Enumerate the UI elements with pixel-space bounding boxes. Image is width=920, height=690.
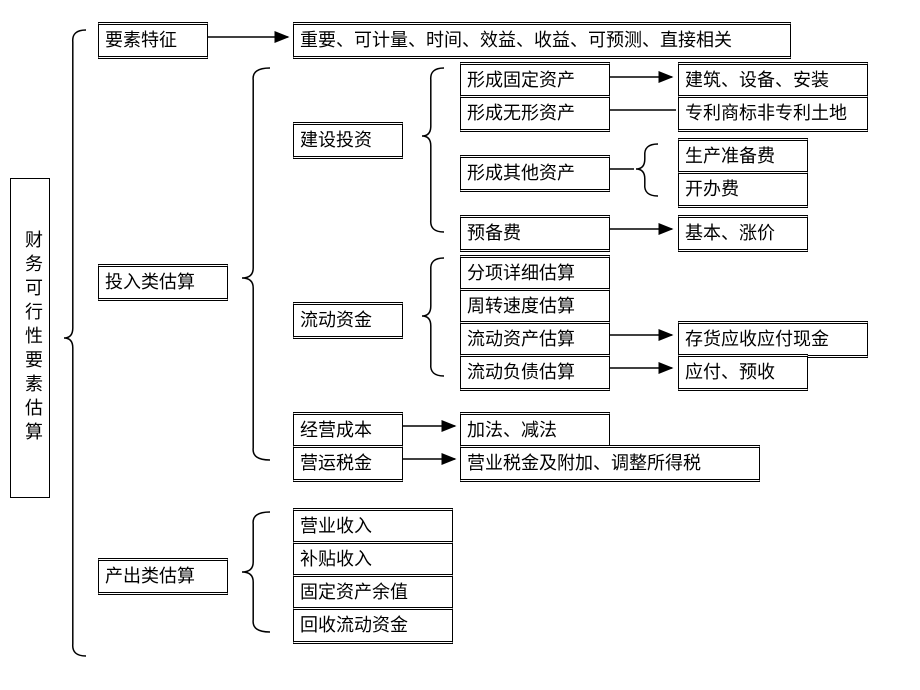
- node-e4: 开办费: [678, 171, 808, 208]
- node-c1: 重要、可计量、时间、效益、收益、可预测、直接相关: [293, 22, 791, 59]
- node-c2b: 流动资金: [293, 302, 403, 339]
- node-e2: 专利商标非专利土地: [678, 95, 868, 132]
- node-c2d: 营运税金: [293, 445, 403, 482]
- node-d6: 周转速度估算: [460, 288, 610, 325]
- node-c2a: 建设投资: [293, 122, 403, 159]
- diagram-canvas: 财务可行性要素估算 要素特征投入类估算产出类估算 重要、可计量、时间、效益、收益、可…: [0, 0, 920, 690]
- node-d2: 形成无形资产: [460, 95, 610, 132]
- node-c3a: 营业收入: [293, 508, 453, 545]
- node-d4: 预备费: [460, 215, 610, 252]
- node-e6: 存货应收应付现金: [678, 321, 868, 358]
- node-d8: 流动负债估算: [460, 354, 610, 391]
- node-e1: 建筑、设备、安装: [678, 62, 868, 99]
- node-d3: 形成其他资产: [460, 155, 610, 192]
- node-e3: 生产准备费: [678, 138, 808, 175]
- node-d1: 形成固定资产: [460, 62, 610, 99]
- node-c3c: 固定资产余值: [293, 574, 453, 611]
- node-e7: 应付、预收: [678, 354, 808, 391]
- node-d9: 加法、减法: [460, 412, 610, 449]
- node-c3d: 回收流动资金: [293, 607, 453, 644]
- node-e5: 基本、涨价: [678, 215, 808, 252]
- node-root: 财务可行性要素估算: [10, 178, 50, 498]
- node-d5: 分项详细估算: [460, 255, 610, 292]
- node-c3b: 补贴收入: [293, 541, 453, 578]
- node-b3: 产出类估算: [98, 558, 228, 595]
- node-b1: 要素特征: [98, 22, 208, 59]
- node-b2: 投入类估算: [98, 264, 228, 301]
- node-c2c: 经营成本: [293, 412, 403, 449]
- node-d7: 流动资产估算: [460, 321, 610, 358]
- node-d10: 营业税金及附加、调整所得税: [460, 445, 760, 482]
